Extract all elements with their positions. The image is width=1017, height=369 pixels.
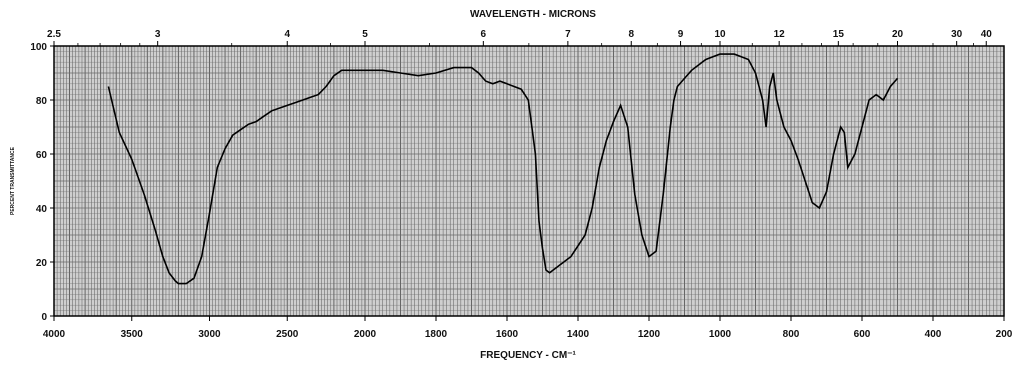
chart-grid xyxy=(53,45,1005,317)
y-axis-transmittance: 0 20 40 60 80 100 xyxy=(30,42,54,323)
y-tick-label: 100 xyxy=(30,42,47,53)
top-tick-label: 4 xyxy=(284,29,290,40)
top-tick-label: 2.5 xyxy=(47,29,61,40)
top-tick-label: 8 xyxy=(628,29,634,40)
x-tick-label: 400 xyxy=(925,329,942,340)
y-tick-label: 40 xyxy=(36,204,48,215)
top-tick-label: 12 xyxy=(774,29,786,40)
x-tick-label: 800 xyxy=(783,329,800,340)
x-tick-label: 4000 xyxy=(43,329,66,340)
y-tick-label: 0 xyxy=(41,312,47,323)
x-axis-label: FREQUENCY - CM⁻¹ xyxy=(480,350,576,361)
x-tick-label: 1000 xyxy=(709,329,732,340)
x-tick-label: 200 xyxy=(996,329,1013,340)
chart-title: WAVELENGTH - MICRONS xyxy=(470,9,596,20)
y-axis-label: PERCENT TRANSMITTANCE xyxy=(10,146,16,215)
top-tick-label: 20 xyxy=(892,29,904,40)
top-tick-label: 7 xyxy=(565,29,571,40)
x-tick-label: 600 xyxy=(854,329,871,340)
x-tick-label: 2500 xyxy=(276,329,299,340)
x-axis-frequency: 4000 3500 3000 2500 2000 1800 1600 1400 1200 1000… xyxy=(43,316,1013,340)
top-tick-label: 3 xyxy=(155,29,161,40)
top-tick-label: 40 xyxy=(981,29,993,40)
x-tick-label: 3000 xyxy=(198,329,221,340)
top-tick-label: 10 xyxy=(714,29,726,40)
series-trace xyxy=(107,53,899,285)
top-axis-microns: 2.5 3 4 5 6 7 8 9 10 12 15 20 30 40 xyxy=(47,29,992,46)
top-tick-label: 30 xyxy=(951,29,963,40)
x-tick-label: 2000 xyxy=(354,329,377,340)
top-tick-label: 15 xyxy=(833,29,845,40)
top-tick-label: 9 xyxy=(678,29,684,40)
x-tick-label: 1800 xyxy=(425,329,448,340)
y-tick-label: 80 xyxy=(36,96,48,107)
x-tick-label: 1400 xyxy=(567,329,590,340)
x-tick-label: 3500 xyxy=(121,329,144,340)
top-tick-label: 5 xyxy=(362,29,368,40)
x-tick-label: 1200 xyxy=(638,329,661,340)
x-tick-label: 1600 xyxy=(496,329,519,340)
y-tick-label: 20 xyxy=(36,258,48,269)
y-tick-label: 60 xyxy=(36,150,48,161)
top-tick-label: 6 xyxy=(481,29,487,40)
